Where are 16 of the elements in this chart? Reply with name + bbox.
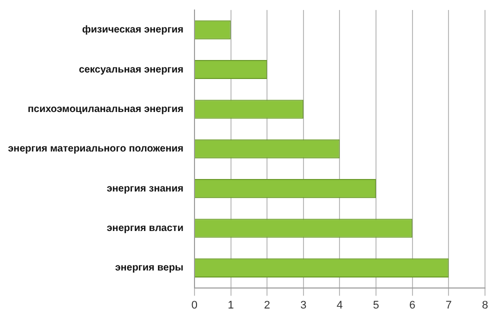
x-tick-label: 6 <box>409 299 416 312</box>
y-tick-label: энергия знания <box>106 183 184 194</box>
x-tick-label: 7 <box>446 299 452 312</box>
x-tick-label: 8 <box>482 299 488 312</box>
y-tick-label: физическая энергия <box>82 24 184 36</box>
x-tick-label: 4 <box>336 299 343 312</box>
x-tick-label: 0 <box>191 299 198 312</box>
y-tick-label: сексуальная энергия <box>78 64 184 76</box>
y-tick-label: энергия материального положения <box>8 144 184 155</box>
x-tick-label: 2 <box>264 299 270 312</box>
x-tick-label: 1 <box>228 299 234 312</box>
x-tick-label: 5 <box>372 299 380 312</box>
y-tick-label: психоэмоциланальная энергия <box>28 104 184 115</box>
x-tick-label: 3 <box>300 299 306 312</box>
y-tick-label: энергия веры <box>115 262 184 274</box>
y-tick-label: энергия власти <box>106 223 184 234</box>
